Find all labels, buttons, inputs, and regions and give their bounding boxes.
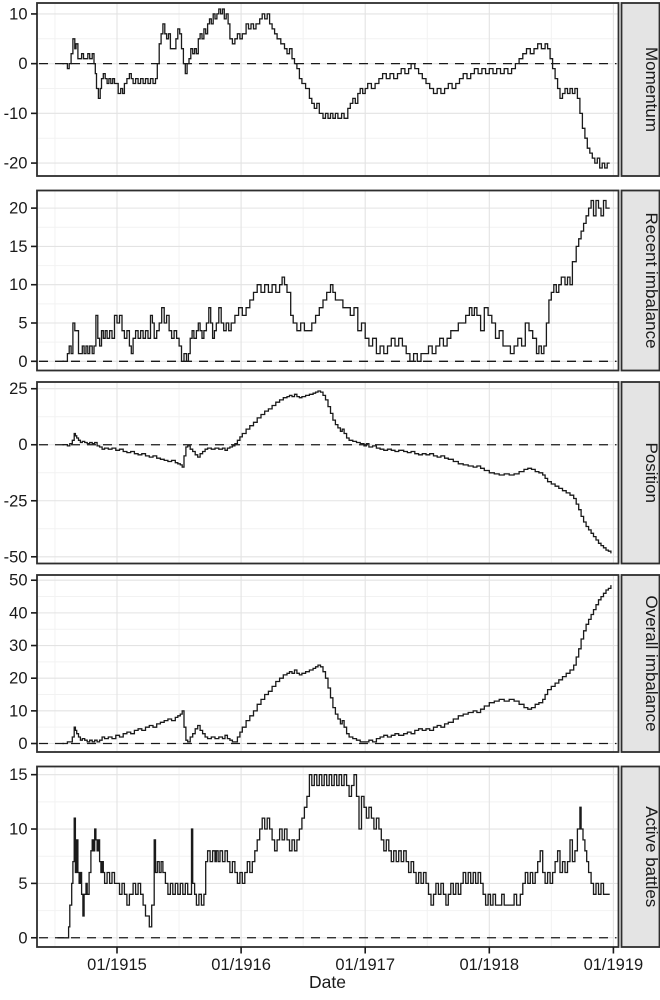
y-tick-label: 20 <box>9 200 27 218</box>
y-tick-label: 0 <box>18 436 27 454</box>
series-line-active-battles <box>57 774 610 939</box>
y-tick-label: 10 <box>9 5 27 23</box>
x-axis-title: Date <box>309 972 346 992</box>
facet-strip-position <box>620 381 660 565</box>
y-tick-label: 5 <box>18 315 27 333</box>
y-tick-label: 20 <box>9 670 27 688</box>
facet-strip-momentum <box>620 2 660 177</box>
panel-border-recent-imbalance <box>36 189 620 372</box>
y-tick-label: -50 <box>4 548 28 566</box>
facet-strip-recent-imbalance <box>620 189 660 372</box>
panel-overall-imbalance <box>37 575 619 752</box>
y-tick-label: -20 <box>4 155 28 173</box>
series-line-recent-imbalance <box>62 199 610 362</box>
y-tick-label: 0 <box>18 353 27 371</box>
panel-border-position <box>36 381 620 565</box>
y-tick-label: 15 <box>9 766 27 784</box>
y-tick-label: -25 <box>4 492 28 510</box>
y-tick-label: 0 <box>18 55 27 73</box>
x-tick-label-01-1917: 01/1917 <box>335 956 395 974</box>
y-tick-label: 25 <box>9 380 27 398</box>
strip-label-overall-imbalance: Overall imbalance <box>642 595 660 731</box>
x-tick-label-01-1915: 01/1915 <box>87 956 147 974</box>
x-tick-label-01-1916: 01/1916 <box>211 956 271 974</box>
panel-border-overall-imbalance <box>36 574 620 753</box>
panel-active-battles <box>37 766 619 947</box>
x-tick-label-01-1918: 01/1918 <box>459 956 519 974</box>
panel-border-momentum <box>36 2 620 177</box>
panel-border-active-battles <box>36 765 620 948</box>
strip-label-active-battles: Active battles <box>642 806 660 907</box>
y-tick-label: 40 <box>9 604 27 622</box>
x-tick-label-01-1919: 01/1919 <box>584 956 644 974</box>
facet-strip-overall-imbalance <box>620 574 660 753</box>
y-tick-label: 0 <box>18 735 27 753</box>
y-tick-label: 10 <box>9 702 27 720</box>
panel-recent-imbalance <box>37 190 619 371</box>
y-tick-label: -10 <box>4 105 28 123</box>
y-tick-label: 5 <box>18 875 27 893</box>
y-tick-label: 0 <box>18 929 27 947</box>
y-tick-label: 10 <box>9 821 27 839</box>
y-tick-label: 15 <box>9 238 27 256</box>
series-line-momentum <box>62 8 610 169</box>
strip-label-position: Position <box>642 443 660 503</box>
panel-momentum <box>37 3 619 176</box>
strip-label-recent-imbalance: Recent imbalance <box>642 212 660 348</box>
series-line-position <box>62 390 612 554</box>
y-tick-label: 10 <box>9 276 27 294</box>
series-line-overall-imbalance <box>62 585 612 745</box>
y-tick-label: 30 <box>9 637 27 655</box>
strip-label-momentum: Momentum <box>642 47 660 132</box>
y-tick-label: 50 <box>9 572 27 590</box>
